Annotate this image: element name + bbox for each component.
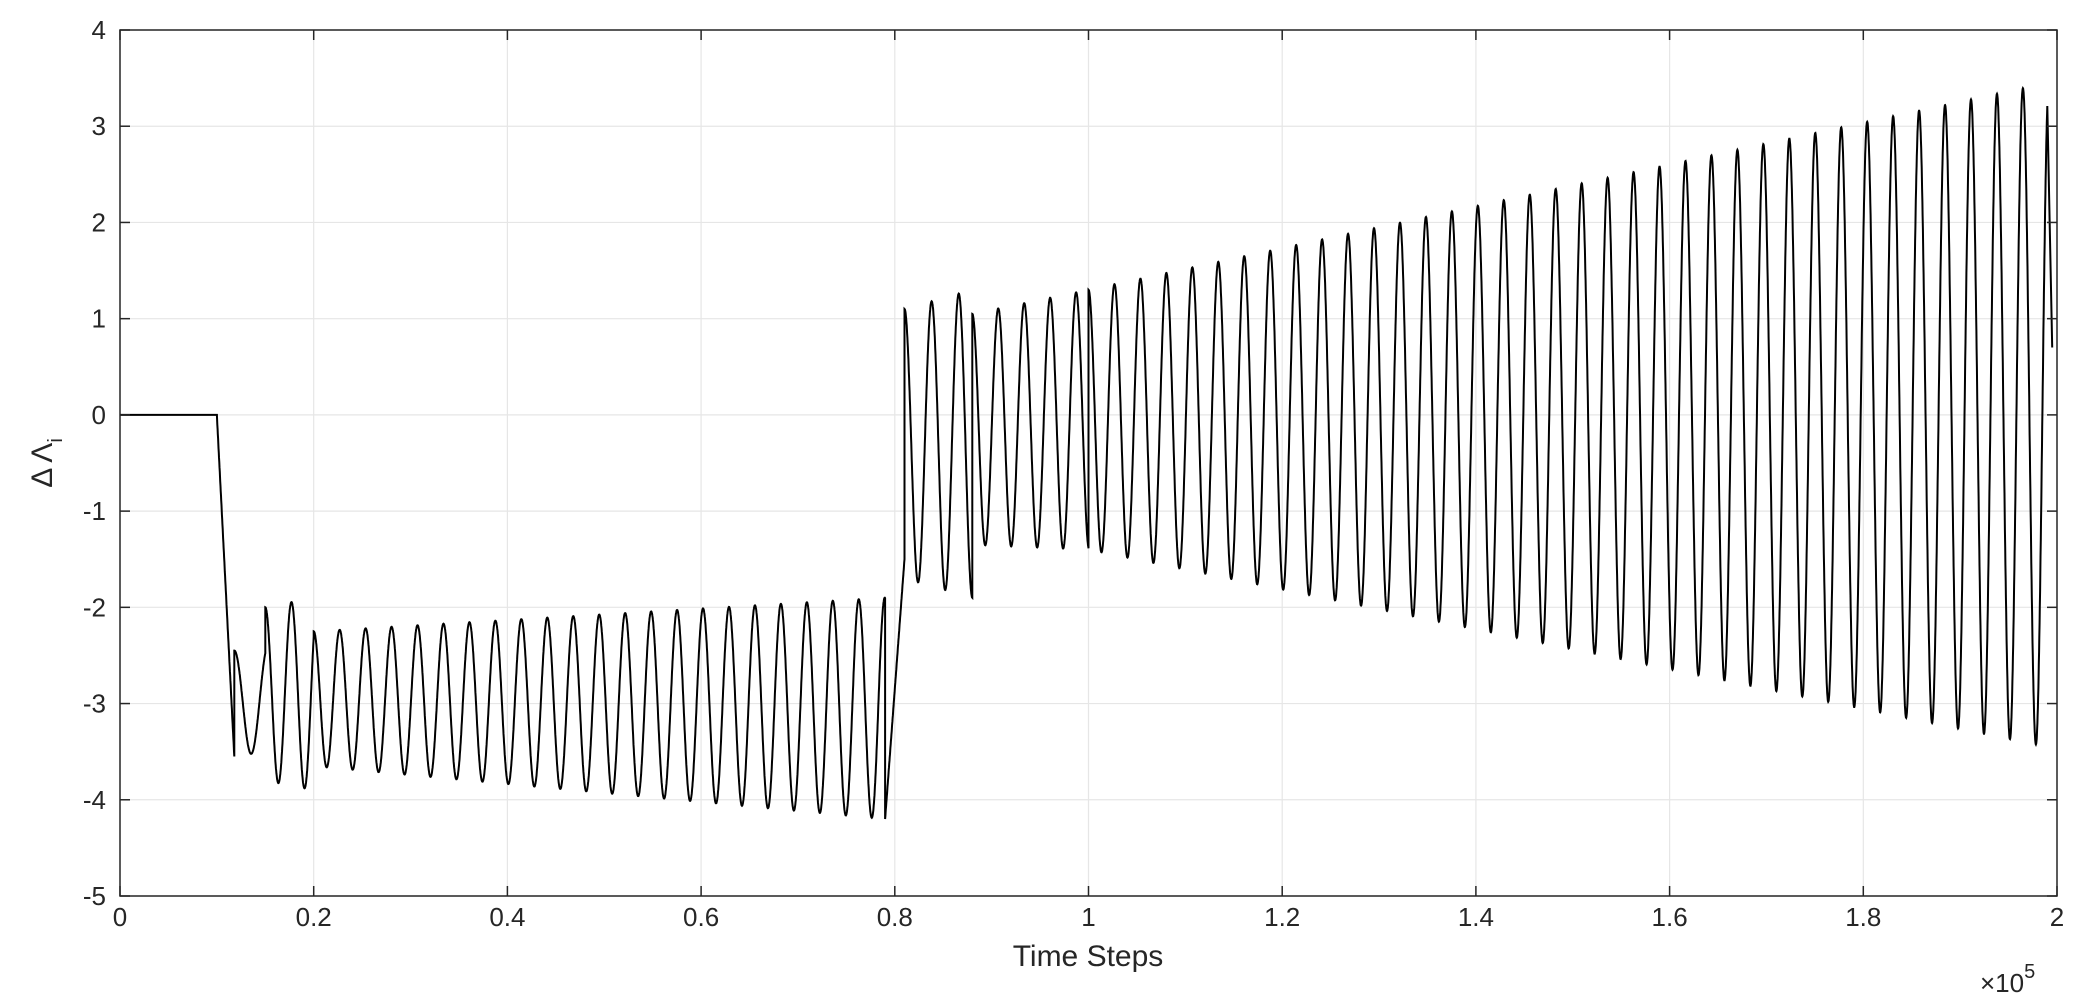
y-axis-label-group: Δ Λi bbox=[26, 438, 67, 488]
y-tick-label: 1 bbox=[92, 304, 106, 334]
x-exponent-base: ×10 bbox=[1980, 968, 2024, 998]
x-exponent-label: ×105 bbox=[1980, 961, 2035, 998]
y-axis-label-main: Δ Λ bbox=[26, 443, 59, 488]
x-exponent-power: 5 bbox=[2024, 961, 2035, 983]
x-tick-label: 1.6 bbox=[1652, 902, 1688, 932]
y-tick-label: 4 bbox=[92, 15, 106, 45]
y-tick-label: -3 bbox=[83, 689, 106, 719]
y-axis-label: Δ Λi bbox=[26, 438, 67, 488]
x-tick-label: 1.8 bbox=[1845, 902, 1881, 932]
tick-labels: 0 0.2 0.4 0.6 0.8 1 1.2 1.4 1.6 1.8 2 -5 -4 -3 -2 -1 0 1 2… bbox=[83, 15, 2064, 932]
y-tick-label: -4 bbox=[83, 785, 106, 815]
x-tick-label: 0.4 bbox=[489, 902, 525, 932]
x-tick-label: 0.6 bbox=[683, 902, 719, 932]
y-tick-label: -1 bbox=[83, 496, 106, 526]
y-tick-label: 0 bbox=[92, 400, 106, 430]
y-tick-label: 3 bbox=[92, 111, 106, 141]
x-tick-label: 0 bbox=[113, 902, 127, 932]
x-tick-label: 1.4 bbox=[1458, 902, 1494, 932]
x-tick-label: 1.2 bbox=[1264, 902, 1300, 932]
series-line bbox=[120, 85, 2054, 820]
x-tick-label: 2 bbox=[2050, 902, 2064, 932]
x-tick-label: 1 bbox=[1081, 902, 1095, 932]
y-tick-label: -2 bbox=[83, 592, 106, 622]
tick-marks bbox=[119, 29, 2058, 897]
x-tick-label: 0.8 bbox=[877, 902, 913, 932]
x-tick-label: 0.2 bbox=[296, 902, 332, 932]
x-axis-label: Time Steps bbox=[1013, 940, 1164, 973]
y-tick-label: -5 bbox=[83, 881, 106, 911]
y-tick-label: 2 bbox=[92, 207, 106, 237]
y-axis-label-subscript: i bbox=[45, 438, 67, 442]
